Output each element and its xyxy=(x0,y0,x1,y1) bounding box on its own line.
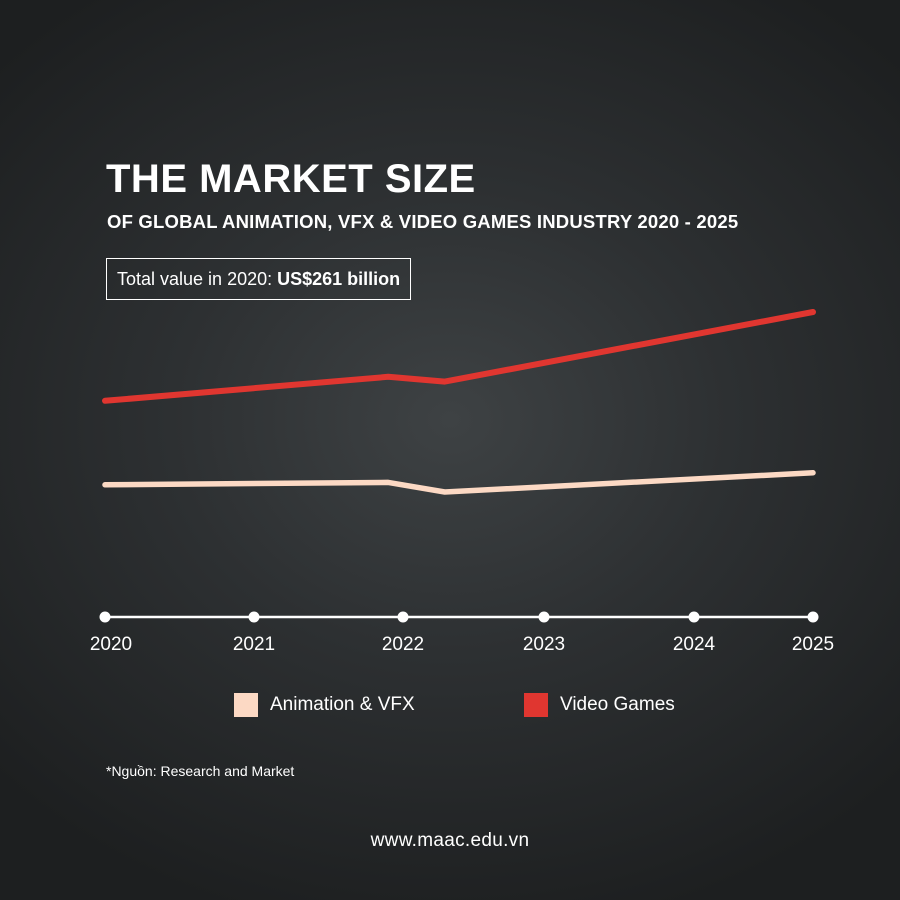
x-tick-marker-2025 xyxy=(807,611,819,623)
total-value-amount: US$261 billion xyxy=(277,268,401,289)
series-line-animation-vfx xyxy=(102,470,816,495)
chart-subtitle: OF GLOBAL ANIMATION, VFX & VIDEO GAMES I… xyxy=(107,211,739,232)
source-note: *Nguồn: Research and Market xyxy=(106,763,295,779)
x-tick-marker-2024 xyxy=(688,611,700,623)
legend-label-animation-vfx: Animation & VFX xyxy=(270,694,415,715)
x-tick-label-2025: 2025 xyxy=(792,634,834,655)
x-tick-label-2024: 2024 xyxy=(673,634,716,655)
x-tick-marker-2022 xyxy=(397,611,409,623)
legend-label-video-games: Video Games xyxy=(560,694,675,715)
x-tick-label-2022: 2022 xyxy=(382,634,424,655)
total-value-label: Total value in 2020: xyxy=(117,268,273,289)
total-value-box: Total value in 2020: US$261 billion xyxy=(106,258,412,300)
x-tick-marker-2021 xyxy=(248,611,260,623)
x-tick-marker-2023 xyxy=(538,611,550,623)
x-tick-label-2023: 2023 xyxy=(523,634,565,655)
series-line-video-games xyxy=(102,309,816,404)
legend-swatch-video-games xyxy=(524,693,548,717)
x-tick-label-2020: 2020 xyxy=(90,634,132,655)
legend-item-video-games: Video Games xyxy=(524,692,675,718)
x-tick-label-2021: 2021 xyxy=(233,634,275,655)
x-tick-marker-2020 xyxy=(99,611,111,623)
legend-item-animation-vfx: Animation & VFX xyxy=(234,692,415,718)
legend-swatch-animation-vfx xyxy=(234,693,258,717)
chart-title: THE MARKET SIZE xyxy=(106,157,476,201)
website-url[interactable]: www.maac.edu.vn xyxy=(370,830,530,851)
